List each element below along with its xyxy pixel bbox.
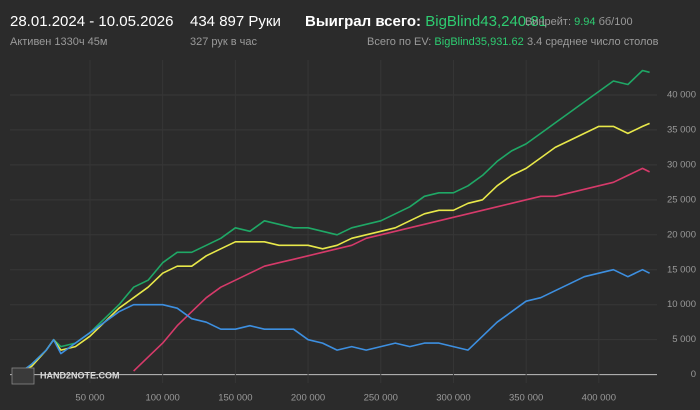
y-tick-label: 5 000 bbox=[672, 334, 696, 345]
series-line bbox=[16, 122, 650, 376]
active-time: Активен 1330ч 45м bbox=[10, 36, 107, 48]
x-tick-label: 200 000 bbox=[291, 393, 325, 404]
series-line bbox=[16, 268, 650, 376]
winrate-unit: бб/100 bbox=[599, 16, 633, 28]
y-tick-label: 15 000 bbox=[667, 264, 696, 275]
y-tick-label: 25 000 bbox=[667, 194, 696, 205]
won-total: Выиграл всего: BigBlind43,240.81 bbox=[305, 13, 547, 30]
x-tick-label: 400 000 bbox=[582, 393, 616, 404]
hands: 434 897 Руки bbox=[190, 13, 281, 30]
y-tick-label: 30 000 bbox=[667, 159, 696, 170]
y-tick-label: 10 000 bbox=[667, 299, 696, 310]
y-tick-label: 0 bbox=[691, 369, 696, 380]
won-value: BigBlind43,240.81 bbox=[425, 13, 547, 30]
x-tick-label: 250 000 bbox=[364, 393, 398, 404]
series-line bbox=[133, 167, 650, 372]
x-tick-label: 50 000 bbox=[75, 393, 104, 404]
x-tick-label: 300 000 bbox=[436, 393, 470, 404]
x-tick-label: 350 000 bbox=[509, 393, 543, 404]
winrate-value: 9.94 bbox=[574, 16, 595, 28]
ev-total: Всего по EV: BigBlind35,931.62 bbox=[367, 36, 524, 48]
won-label: Выиграл всего: bbox=[305, 13, 421, 30]
y-tick-label: 20 000 bbox=[667, 229, 696, 240]
y-tick-label: 35 000 bbox=[667, 124, 696, 135]
winrate-label: Винрейт: bbox=[525, 16, 571, 28]
x-tick-label: 150 000 bbox=[218, 393, 252, 404]
logo-icon bbox=[11, 367, 35, 385]
watermark: HAND2NOTE.COM bbox=[40, 370, 120, 380]
winrate: Винрейт: 9.94 бб/100 bbox=[525, 16, 633, 28]
ev-value: BigBlind35,931.62 bbox=[434, 36, 523, 48]
hands-per-hour: 327 рук в час bbox=[190, 36, 258, 48]
tables: 3.4 среднее число столов bbox=[527, 36, 659, 48]
series-line bbox=[16, 69, 650, 376]
x-tick-label: 100 000 bbox=[145, 393, 179, 404]
date-range: 28.01.2024 - 10.05.2026 bbox=[10, 13, 173, 30]
ev-label: Всего по EV: bbox=[367, 36, 431, 48]
y-tick-label: 40 000 bbox=[667, 89, 696, 100]
